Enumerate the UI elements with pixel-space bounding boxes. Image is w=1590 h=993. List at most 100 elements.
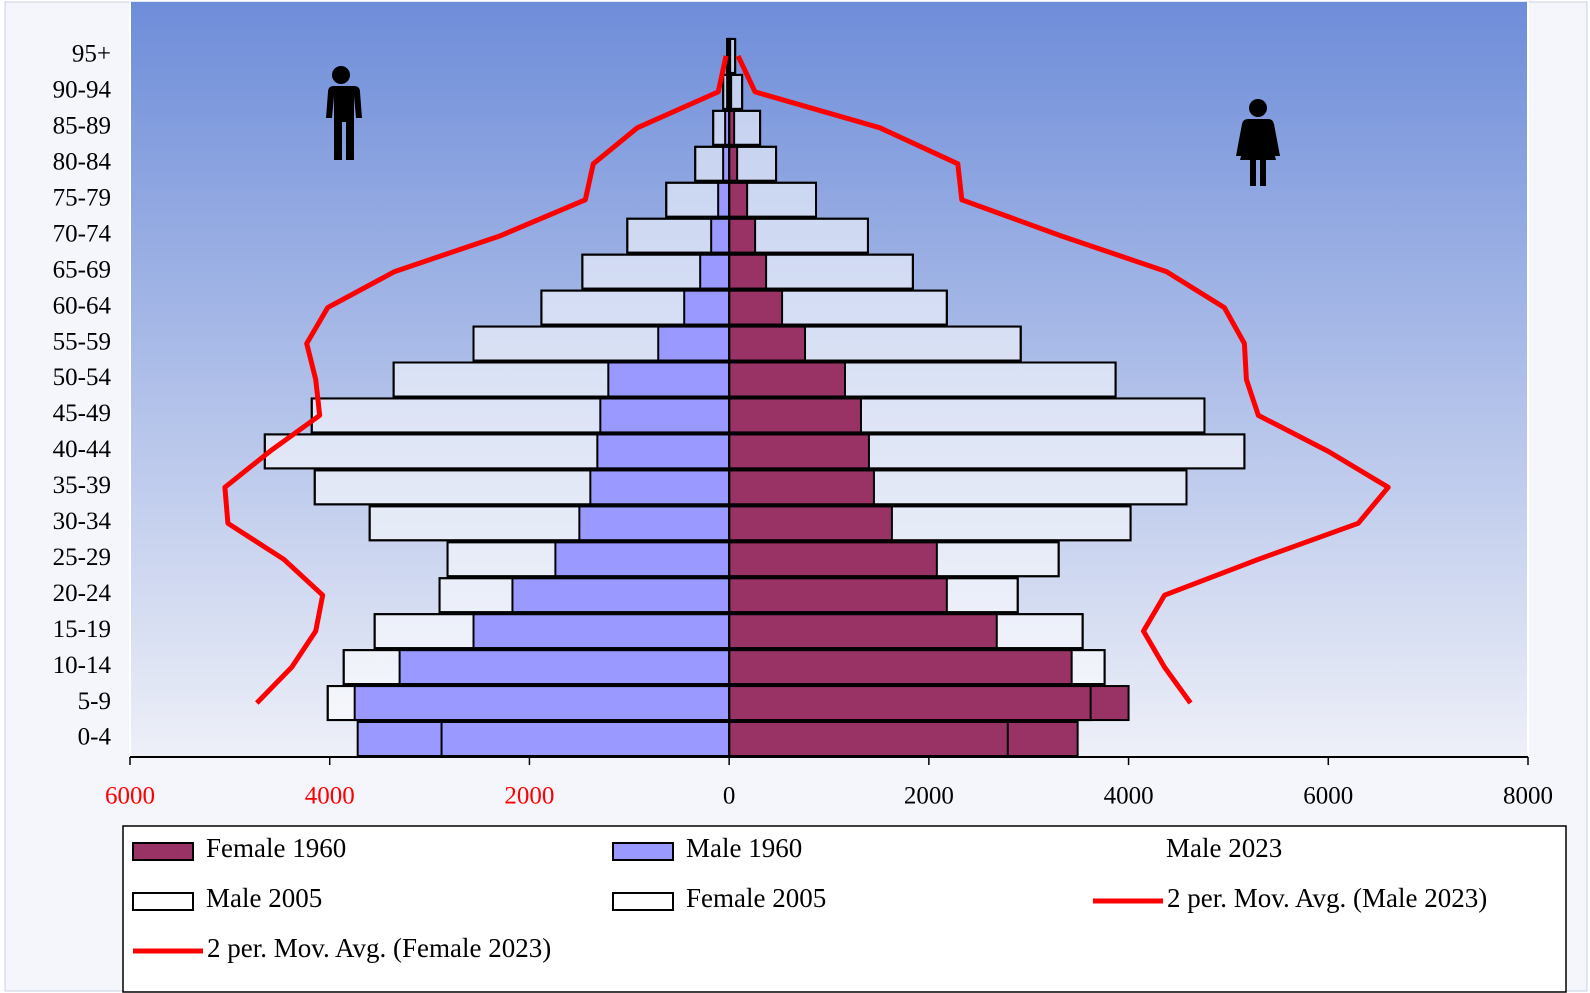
y-tick-label: 25-29 [53,544,111,571]
trend-line [735,54,1391,705]
x-tick-label: 6000 [105,783,155,810]
y-tick-label: 20-24 [53,580,112,607]
bar [728,289,784,326]
bar [728,685,1130,722]
y-tick-label: 70-74 [53,220,112,247]
bar [683,289,731,326]
bar-outline [728,397,1206,434]
bar [511,577,731,614]
trend-line [222,55,729,705]
legend-label: Female 1960 [206,833,346,863]
bar [728,181,749,218]
y-tick-label: 60-64 [53,292,112,319]
y-tick-label: 55-59 [53,328,111,355]
bar [599,397,731,434]
y-tick-label: 65-69 [53,256,111,283]
bar [728,541,938,578]
y-tick-label: 75-79 [53,184,111,211]
y-tick-label: 0-4 [78,724,112,751]
bar-outline [728,73,744,110]
bar-outline [728,217,869,254]
bar [728,217,757,254]
legend-label: Male 2023 [1166,833,1282,863]
bar [728,469,875,506]
bar [356,721,731,757]
y-tick-label: 30-34 [53,508,112,535]
y-tick-label: 95+ [72,41,111,68]
bar-outline [728,433,1246,470]
legend-label: 2 per. Mov. Avg. (Female 2023) [207,933,551,963]
bars [263,37,1246,757]
bar-outline [728,577,1019,614]
bar-outline [728,649,1106,686]
bar [578,505,731,542]
icons [326,66,1280,186]
bar [728,577,948,614]
bar-outline [728,613,1084,650]
legend [122,825,1567,993]
bar-outline [728,361,1117,398]
bar [728,325,807,362]
bar [699,253,731,290]
x-tick-label: 6000 [1303,783,1353,810]
bar [589,469,731,506]
bar-outline [728,109,762,146]
bar-outline [728,37,737,74]
bar [728,397,862,434]
legend-label: Female 2005 [686,883,826,913]
y-tick-label: 80-84 [53,149,112,176]
y-tick-label: 45-49 [53,400,111,427]
y-tick-label: 90-94 [53,77,112,104]
bar [728,613,998,650]
y-tick-label: 10-14 [53,652,112,679]
bar-outline [728,253,914,290]
x-tick-label: 8000 [1503,783,1553,810]
bar [472,613,731,650]
y-tick-label: 35-39 [53,472,111,499]
bar [657,325,731,362]
legend-label: Male 2005 [206,883,322,913]
bar [596,433,731,470]
bar-outline [728,469,1188,506]
bar [398,649,731,686]
legend-label: Male 1960 [686,833,802,863]
bar [728,253,768,290]
x-tick-label: 2000 [904,783,954,810]
bar [728,145,739,182]
x-tick-label: 4000 [1104,783,1154,810]
bar [717,181,731,218]
y-tick-label: 15-19 [53,616,111,643]
bar-outline [728,181,818,218]
legend-swatch [132,842,194,861]
bar [607,361,731,398]
bar-outline [728,289,948,326]
bar [353,685,731,722]
bar [728,649,1073,686]
legend-label: 2 per. Mov. Avg. (Male 2023) [1167,883,1487,913]
bar-outline [728,505,1132,542]
bar [728,505,893,542]
y-tick-label: 5-9 [78,688,111,715]
x-tick-label: 0 [723,783,736,810]
bar [728,433,870,470]
bar [710,217,731,254]
x-tick-label: 4000 [305,783,355,810]
legend-swatch [612,892,674,911]
x-tick-label: 2000 [504,783,554,810]
bar-outline [728,685,1092,722]
bar-outline [728,325,1022,362]
y-tick-label: 85-89 [53,113,111,140]
legend-swatch [132,892,194,911]
male-icon [326,66,362,160]
bar [728,721,1079,757]
bar [554,541,731,578]
bar-outline [728,145,778,182]
bar [728,361,846,398]
female-icon [1236,99,1280,186]
legend-swatch [612,842,674,861]
y-tick-label: 40-44 [53,436,112,463]
bar-outline [728,541,1060,578]
y-tick-label: 50-54 [53,364,112,391]
